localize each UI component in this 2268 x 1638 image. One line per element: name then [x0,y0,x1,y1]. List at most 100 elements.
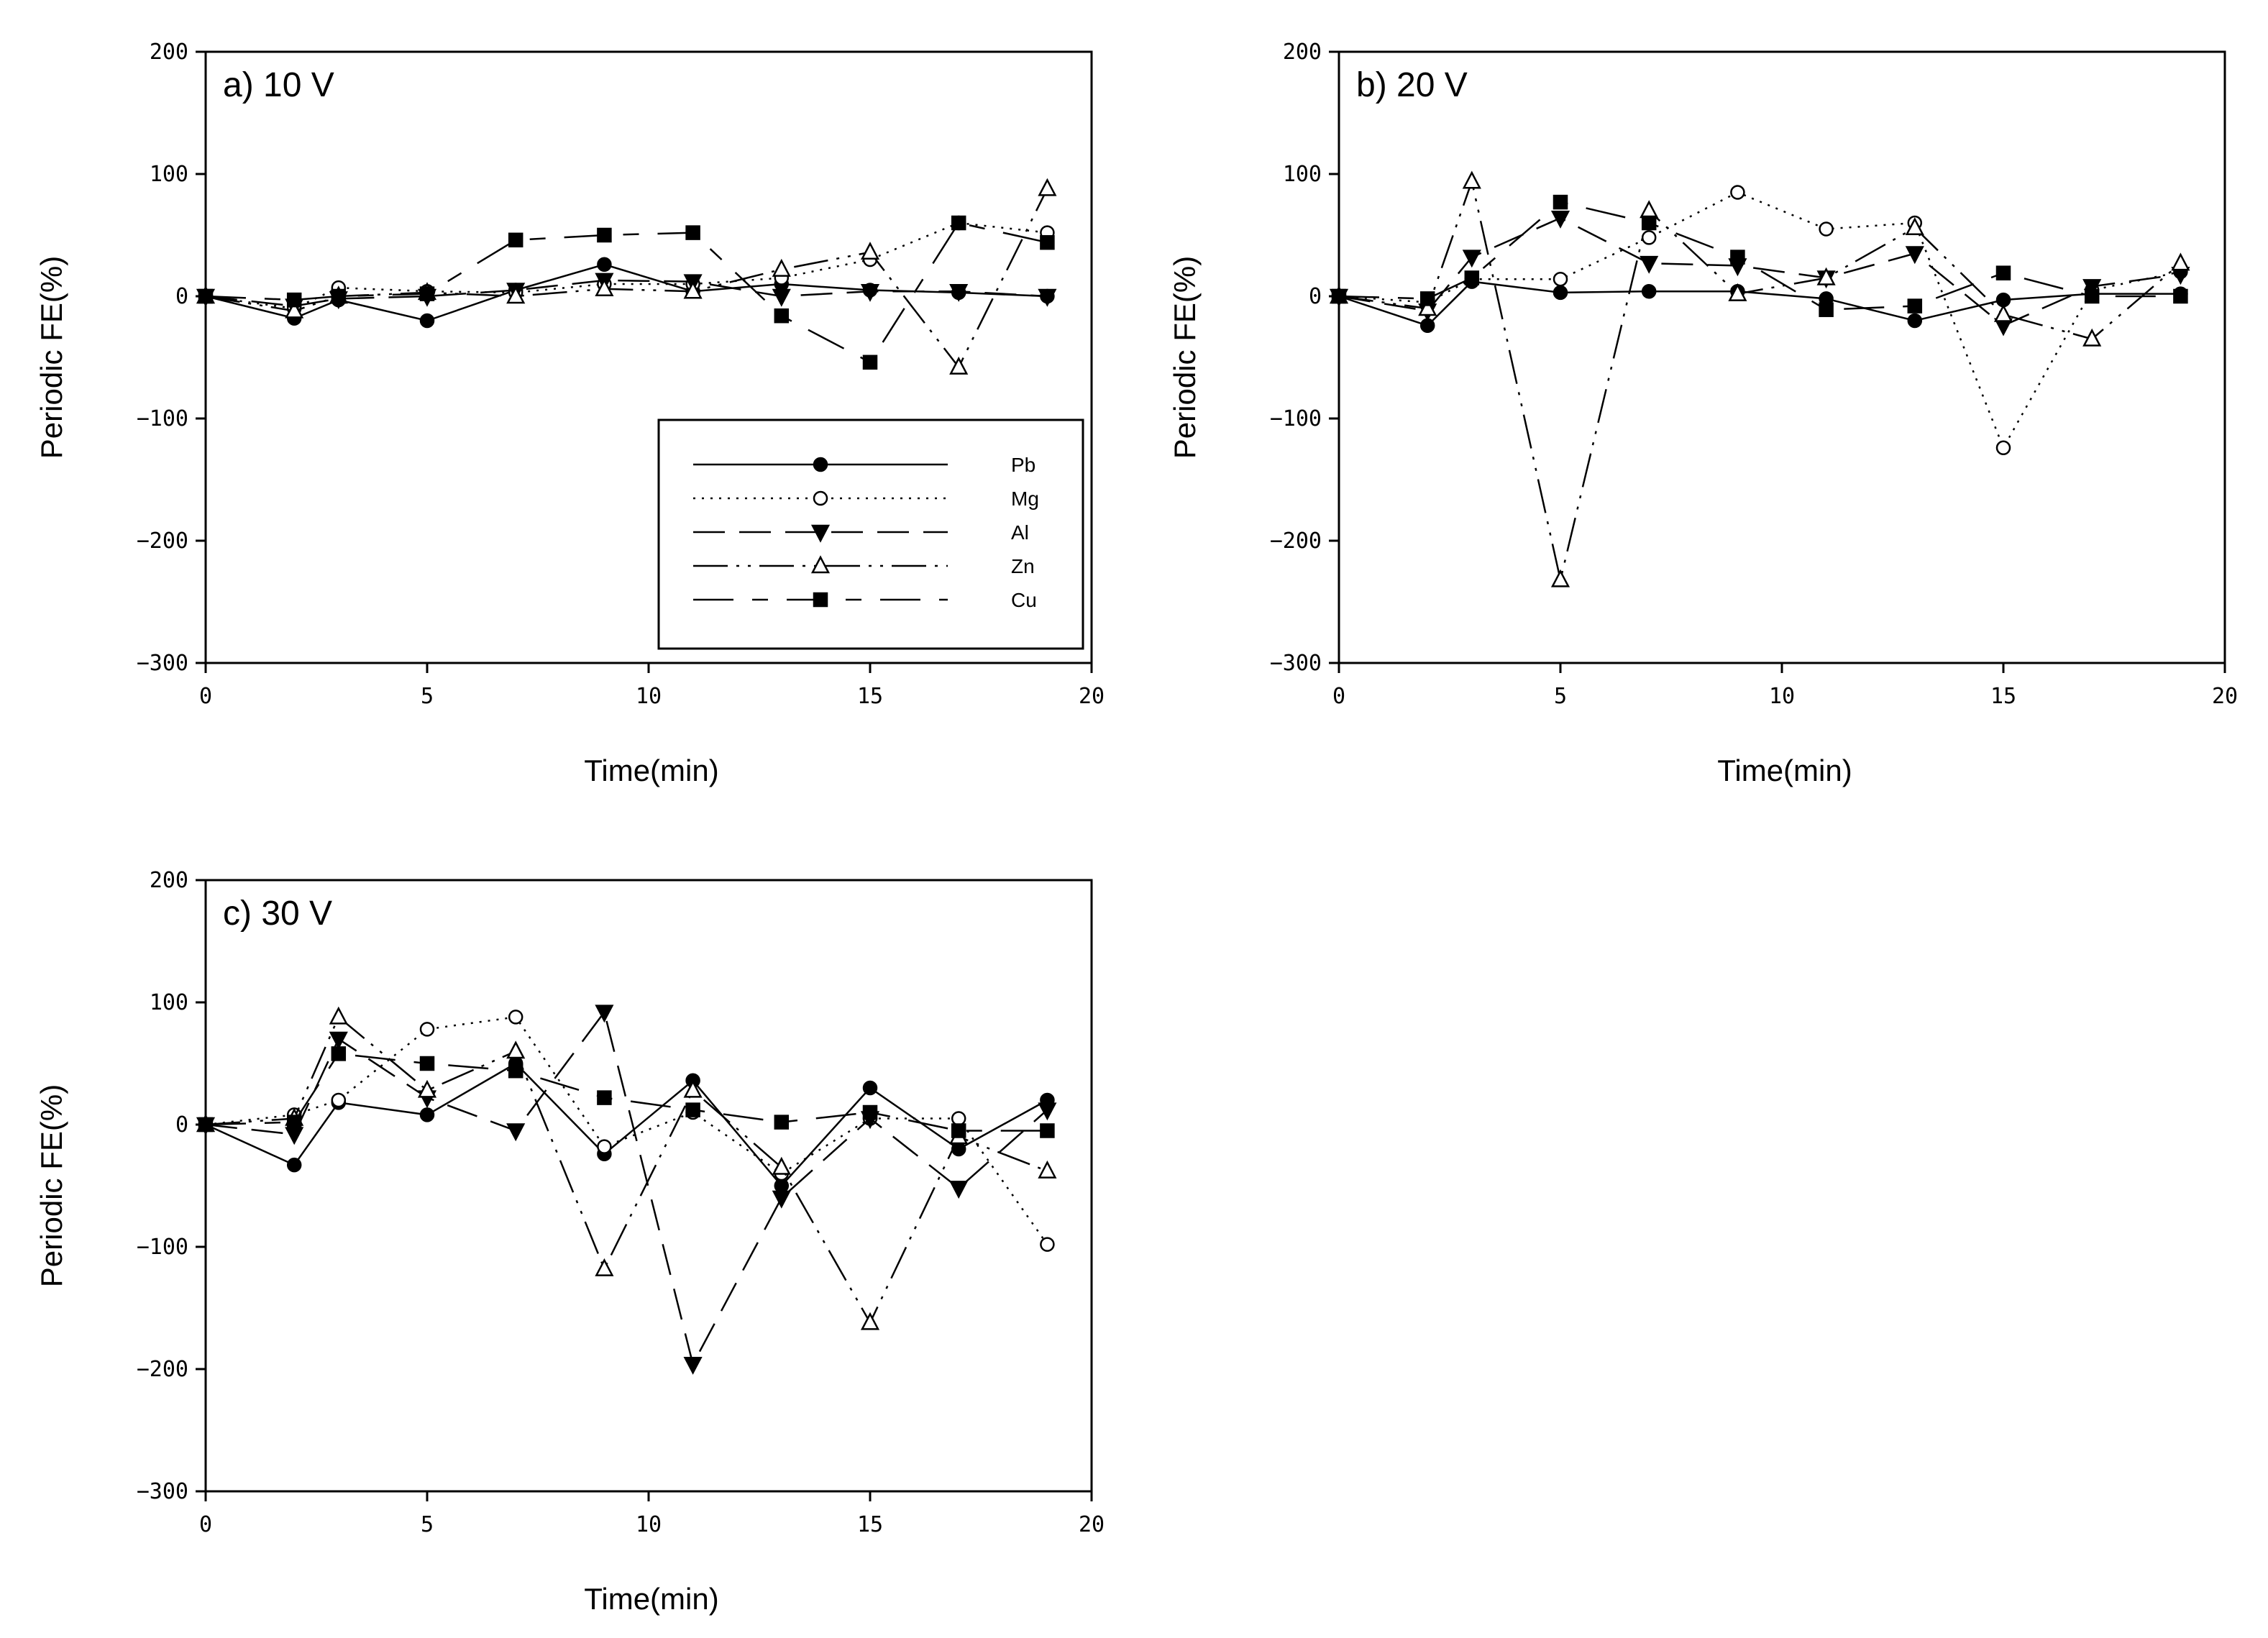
series-mg [1331,185,2188,456]
y-tick-label: 100 [150,162,188,187]
data-point-zn [2082,328,2102,347]
data-point-cu [1040,1123,1055,1138]
y-tick-label: 200 [150,868,188,893]
data-point-cu [508,1063,523,1079]
series-zn [196,1006,1057,1330]
x-tick-label: 20 [1079,684,1105,709]
data-point-cu [331,288,347,304]
data-point-cu [331,1046,347,1061]
data-point-al [2082,279,2102,298]
series-zn [1329,170,2190,587]
series-pb [198,257,1055,329]
legend: Pb Mg Al Zn Cu [657,418,1084,650]
data-point-zn [1038,178,1057,196]
y-tick-label: 100 [1283,162,1322,187]
data-point-pb [597,257,612,273]
data-point-zn [1905,217,1924,236]
data-point-pb [774,1178,790,1194]
data-point-zn [772,1156,791,1175]
data-point-cu [419,1056,435,1071]
data-point-cu [1331,288,1347,304]
legend-label-mg: Mg [1011,488,1039,510]
data-point-cu [198,1117,214,1133]
legend-label-pb: Pb [1011,454,1035,476]
data-point-al [595,1005,614,1023]
data-point-mg [1995,440,2011,456]
data-point-zn [595,278,614,297]
x-axis-label: Time(min) [584,1582,718,1616]
series-al [1329,210,2190,337]
data-point-mg [1553,271,1568,287]
series-line-pb [205,1062,1048,1187]
series-line-cu [205,1053,1048,1132]
y-tick-label: 0 [175,1112,188,1138]
data-point-al [329,1031,348,1050]
data-point-cu [1040,234,1055,250]
x-axis-label: Time(min) [1717,754,1852,787]
data-point-mg [1040,1237,1055,1252]
series-mg [198,1010,1055,1252]
data-point-al [1038,288,1057,307]
series-line-zn [205,188,1048,369]
data-point-zn [683,1079,703,1098]
data-point-zn [417,1079,437,1098]
data-point-zn [1550,569,1570,587]
data-point-al [772,1190,791,1209]
data-point-zn [506,285,526,304]
data-point-zn [683,280,703,299]
series-cu [198,1046,1055,1138]
y-tick-label: −300 [1270,651,1322,676]
data-point-zn [285,300,304,319]
data-point-zn [1640,200,1659,219]
data-point-al [772,288,791,307]
x-tick-label: 15 [857,1512,883,1537]
data-point-pb [419,313,435,329]
data-point-cu [1419,291,1435,306]
data-point-mg [951,1111,966,1126]
data-point-al [860,283,880,302]
data-point-al [949,283,969,302]
data-point-zn [772,258,791,277]
y-tick-label: −300 [137,1479,188,1504]
panel-title: a) 10 V [223,66,334,104]
data-point-zn [1728,283,1747,301]
data-point-mg [1819,221,1834,237]
data-point-cu [685,225,700,240]
y-axis-label: Periodic FE(%) [1168,256,1202,459]
series-cu [198,215,1055,370]
data-point-al [1462,250,1481,268]
y-tick-label: −200 [137,1357,188,1382]
data-point-al [949,1181,969,1199]
y-tick-label: −100 [137,406,188,431]
data-point-zn [329,1006,348,1025]
data-point-zn [2171,252,2190,271]
data-point-cu [419,286,435,301]
x-tick-label: 15 [857,684,883,709]
legend-marker-mg [813,490,828,506]
data-point-cu [1819,302,1834,317]
data-point-cu [951,215,966,231]
y-tick-label: −200 [137,529,188,554]
data-point-pb [862,1080,878,1096]
data-point-pb [419,1107,435,1122]
x-tick-label: 10 [636,684,662,709]
data-point-pb [286,1157,302,1173]
y-tick-label: −100 [1270,406,1322,431]
data-point-cu [597,227,612,243]
y-axis-label: Periodic FE(%) [35,1084,68,1287]
data-point-zn [506,1040,526,1059]
data-point-cu [597,1090,612,1105]
x-tick-label: 5 [1554,684,1567,709]
legend-label-cu: Cu [1011,589,1037,611]
x-tick-label: 20 [2212,684,2238,709]
data-point-cu [685,1102,700,1117]
panel-title: c) 30 V [223,895,332,933]
data-point-cu [1995,265,2011,280]
y-tick-label: 100 [150,990,188,1015]
y-tick-label: −200 [1270,529,1322,554]
data-point-cu [1553,194,1568,210]
data-point-zn [595,1258,614,1276]
x-tick-label: 5 [421,1512,434,1537]
data-point-al [1550,210,1570,229]
data-point-mg [1641,230,1657,245]
